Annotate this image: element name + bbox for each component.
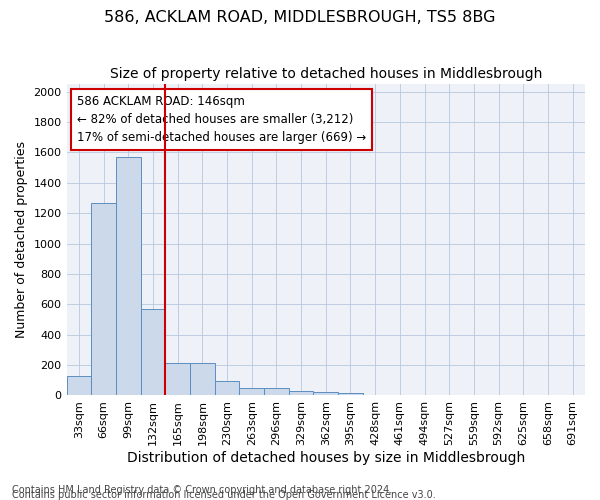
Title: Size of property relative to detached houses in Middlesbrough: Size of property relative to detached ho… — [110, 68, 542, 82]
Bar — [67, 376, 91, 396]
Bar — [215, 381, 239, 396]
X-axis label: Distribution of detached houses by size in Middlesbrough: Distribution of detached houses by size … — [127, 451, 525, 465]
Text: 586 ACKLAM ROAD: 146sqm
← 82% of detached houses are smaller (3,212)
17% of semi: 586 ACKLAM ROAD: 146sqm ← 82% of detache… — [77, 95, 366, 144]
Bar — [140, 309, 165, 396]
Bar — [116, 157, 140, 396]
Bar — [239, 388, 264, 396]
Bar — [289, 391, 313, 396]
Y-axis label: Number of detached properties: Number of detached properties — [15, 142, 28, 338]
Bar — [190, 363, 215, 396]
Bar — [91, 204, 116, 396]
Bar — [264, 388, 289, 396]
Bar — [338, 393, 363, 396]
Bar — [313, 392, 338, 396]
Bar — [165, 363, 190, 396]
Text: Contains HM Land Registry data © Crown copyright and database right 2024.: Contains HM Land Registry data © Crown c… — [12, 485, 392, 495]
Text: Contains public sector information licensed under the Open Government Licence v3: Contains public sector information licen… — [12, 490, 436, 500]
Text: 586, ACKLAM ROAD, MIDDLESBROUGH, TS5 8BG: 586, ACKLAM ROAD, MIDDLESBROUGH, TS5 8BG — [104, 10, 496, 25]
